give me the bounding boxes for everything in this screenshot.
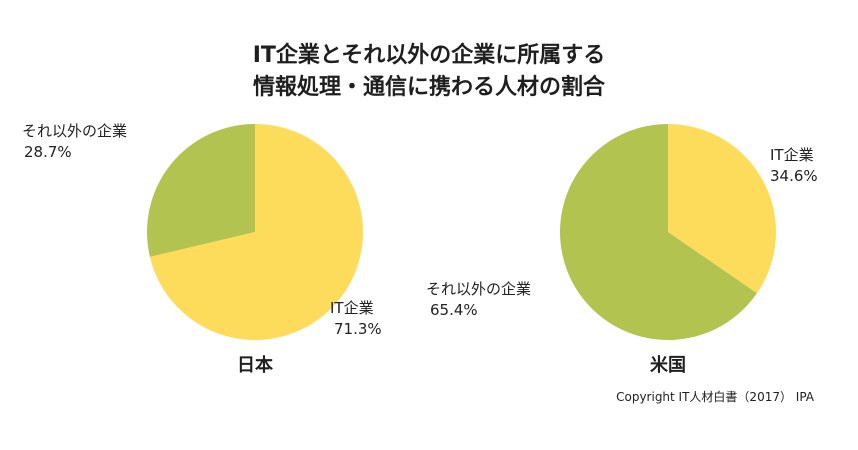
us-pie-slice-other — [560, 124, 757, 340]
chart-title-line2: 情報処理・通信に携わる人材の割合 — [252, 75, 605, 100]
chart-title-line1: IT企業とそれ以外の企業に所属する — [252, 43, 606, 68]
japan-other-label: それ以外の企業 28.7% — [22, 122, 128, 161]
us-caption: 米国 — [650, 355, 686, 376]
copyright-text: Copyright IT人材白書（2017） IPA — [616, 390, 814, 404]
us-other-label: それ以外の企業 65.4% — [426, 280, 532, 319]
japan-it-label: IT企業 71.3% — [330, 299, 382, 338]
us-it-label: IT企業 34.6% — [770, 146, 818, 185]
us-pie-slice-it — [668, 124, 777, 294]
japan-pie-slice-other — [147, 124, 255, 257]
japan-pie-slice-it — [149, 124, 364, 340]
japan-caption: 日本 — [237, 355, 273, 376]
